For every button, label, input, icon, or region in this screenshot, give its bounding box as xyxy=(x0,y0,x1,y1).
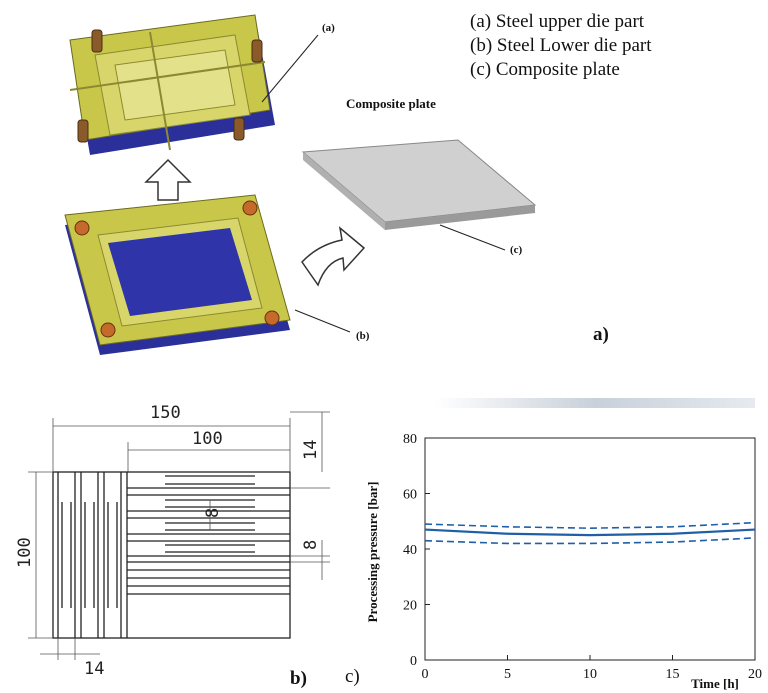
callout-label-c: (c) xyxy=(510,244,523,256)
die-assembly-illustration xyxy=(64,14,537,355)
series-line-3 xyxy=(424,537,756,545)
legend-item-c: (c) Composite plate xyxy=(470,59,620,80)
dim-14-right-label: 14 xyxy=(301,440,321,460)
panel-label-a: a) xyxy=(593,324,609,345)
panel-c: 0 20 40 60 80 0 5 10 15 20 Processing pressure [… xyxy=(345,420,768,693)
panel-label-c: c) xyxy=(345,666,360,687)
panel-b: 150 100 14 8 8 100 14 b) xyxy=(0,390,345,693)
up-arrow-icon xyxy=(144,158,192,201)
callout-line-a xyxy=(261,34,319,103)
x-tick-label: 10 xyxy=(583,667,597,682)
dim-100-top-label: 100 xyxy=(192,429,223,449)
upper-die-part xyxy=(69,14,275,155)
dim-100-left-label: 100 xyxy=(15,537,35,568)
callout-label-a: (a) xyxy=(322,22,335,34)
dim-150-label: 150 xyxy=(150,403,181,423)
legend-item-b: (b) Steel Lower die part xyxy=(470,35,652,56)
x-tick-label: 15 xyxy=(666,667,680,682)
y-tick-label: 20 xyxy=(403,599,417,614)
plot-area xyxy=(424,437,756,661)
composite-plate xyxy=(301,139,537,230)
series-line-2 xyxy=(424,528,756,537)
decorative-gradient-bar xyxy=(435,398,755,408)
x-axis-label: Time [h] xyxy=(691,676,739,691)
pressure-chart: 0 20 40 60 80 0 5 10 15 20 Processing pressure [… xyxy=(365,432,762,691)
panel-label-b: b) xyxy=(290,668,307,689)
callout-line-b xyxy=(294,309,351,333)
dim-8-right-label: 8 xyxy=(301,540,321,550)
specimen-drawing xyxy=(28,411,330,660)
dimension-labels: 150 100 14 8 8 100 14 xyxy=(15,403,321,679)
dim-8-inner-label: 8 xyxy=(203,508,223,518)
series-line-1 xyxy=(424,521,756,529)
x-tick-label: 0 xyxy=(422,667,429,682)
lower-die-part xyxy=(64,194,291,355)
y-tick-label: 0 xyxy=(410,654,417,669)
callout-label-b: (b) xyxy=(356,330,370,342)
y-tick-label: 80 xyxy=(403,432,417,447)
composite-plate-title: Composite plate xyxy=(346,96,436,111)
panel-a: (a) (b) (c) Composite plate (a) Steel up… xyxy=(64,10,651,355)
dim-14-bottom-label: 14 xyxy=(84,659,104,679)
curved-arrow-icon xyxy=(301,226,366,287)
y-tick-label: 40 xyxy=(403,543,417,558)
callout-line-c xyxy=(439,224,506,251)
y-axis-label: Processing pressure [bar] xyxy=(365,482,380,623)
x-tick-label: 20 xyxy=(748,667,762,682)
y-tick-label: 60 xyxy=(403,488,417,503)
legend: (a) Steel upper die part (b) Steel Lower… xyxy=(470,10,651,82)
legend-item-a: (a) Steel upper die part xyxy=(470,11,645,32)
x-tick-label: 5 xyxy=(504,667,511,682)
